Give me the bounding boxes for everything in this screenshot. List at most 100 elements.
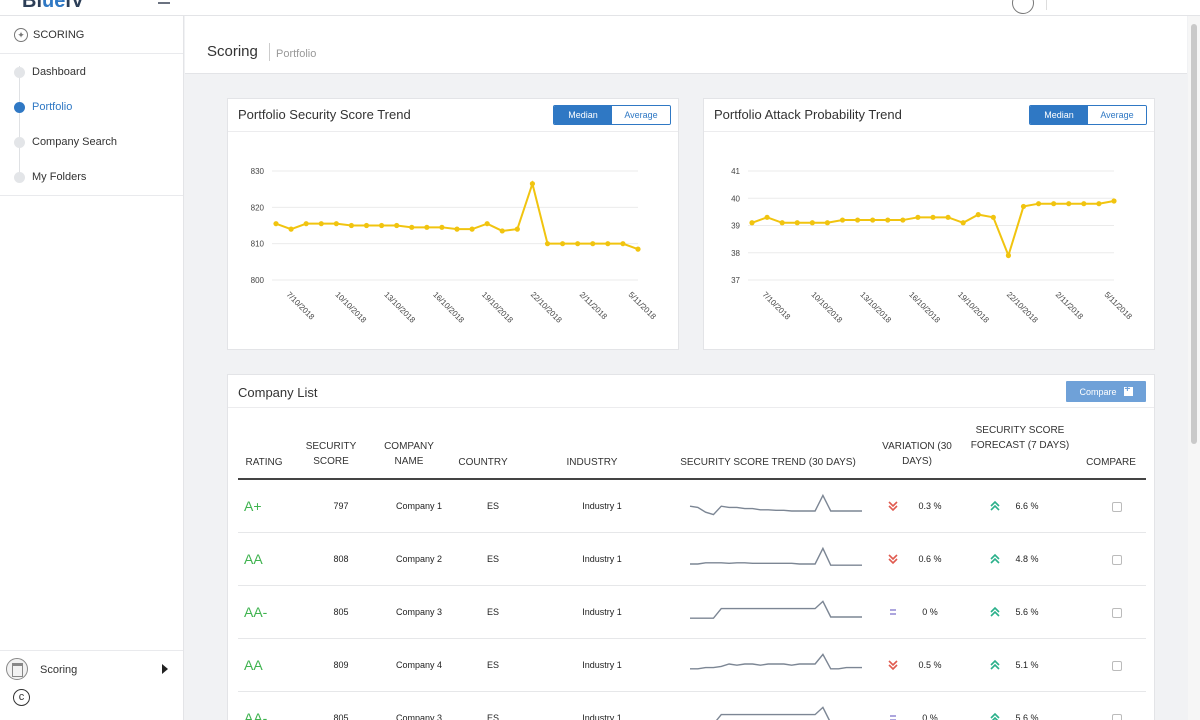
table-row[interactable]: AA 808 Company 2 ES Industry 1 0.6 % 4.8 % [238, 533, 1146, 586]
data-point[interactable] [575, 241, 581, 247]
trend-up-icon [988, 552, 1002, 566]
data-point[interactable] [484, 221, 490, 227]
data-point[interactable] [529, 181, 536, 187]
median-toggle-button[interactable]: Median [1030, 106, 1088, 124]
average-toggle-button[interactable]: Average [612, 106, 670, 124]
page-scrollbar[interactable] [1188, 16, 1200, 720]
data-point[interactable] [960, 220, 966, 226]
breadcrumb[interactable]: Portfolio [276, 48, 317, 60]
company-name-link[interactable]: Company 1 [395, 501, 443, 511]
data-point[interactable] [839, 217, 846, 223]
data-point[interactable] [885, 217, 891, 223]
data-point[interactable] [514, 226, 520, 232]
data-point[interactable] [900, 217, 906, 223]
logo[interactable]: BlueiV [22, 0, 85, 12]
sidebar-item-dashboard[interactable]: Dashboard [0, 62, 183, 82]
data-point[interactable] [1035, 201, 1042, 207]
sidebar-item-portfolio[interactable]: Portfolio [0, 97, 183, 117]
table-row[interactable]: AA- 805 Company 3 ES Industry 1 0 % 5.6 % [238, 692, 1146, 720]
data-point[interactable] [499, 228, 505, 234]
compare-button[interactable]: Compare [1066, 381, 1146, 402]
data-point[interactable] [779, 220, 785, 226]
data-point[interactable] [764, 214, 770, 220]
data-point[interactable] [469, 226, 475, 232]
compare-checkbox[interactable] [1112, 608, 1122, 618]
data-point[interactable] [318, 221, 324, 227]
sidebar-footer-scoring[interactable]: Scoring [0, 650, 183, 688]
compare-checkbox[interactable] [1112, 555, 1122, 565]
column-header-industry[interactable]: INDUSTRY [566, 457, 618, 468]
data-point[interactable] [559, 241, 566, 247]
caret-right-icon[interactable] [162, 664, 168, 674]
data-point[interactable] [854, 217, 861, 223]
table-row[interactable]: AA- 805 Company 3 ES Industry 1 0 % 5.6 % [238, 586, 1146, 639]
user-icon[interactable] [1012, 0, 1034, 14]
nav-dot-icon [14, 171, 25, 183]
sidebar-header: ✦ SCORING [0, 16, 183, 54]
compare-checkbox[interactable] [1112, 502, 1122, 512]
x-tick-label: 2/11/2018 [578, 290, 609, 321]
data-point[interactable] [1020, 203, 1027, 210]
data-point[interactable] [348, 222, 355, 229]
data-point[interactable] [303, 221, 309, 227]
column-header-security-score[interactable]: SECURITY SCORE [305, 441, 357, 467]
data-point[interactable] [749, 220, 755, 226]
data-point[interactable] [454, 226, 460, 232]
column-header-country[interactable]: COUNTRY [458, 457, 508, 468]
data-point[interactable] [620, 241, 626, 247]
data-point[interactable] [1051, 201, 1057, 207]
top-divider [1046, 0, 1047, 10]
table-row[interactable]: A+ 797 Company 1 ES Industry 1 0.3 % 6.6 % [238, 480, 1146, 533]
sidebar-item-my-folders[interactable]: My Folders [0, 167, 183, 187]
data-point[interactable] [439, 224, 445, 230]
data-point[interactable] [544, 241, 551, 247]
data-point[interactable] [1005, 252, 1012, 259]
data-point[interactable] [424, 224, 430, 230]
data-point[interactable] [975, 212, 981, 218]
average-toggle-button[interactable]: Average [1088, 106, 1146, 124]
column-header-compare[interactable]: COMPARE [1086, 457, 1136, 468]
data-point[interactable] [915, 214, 921, 220]
table-row[interactable]: AA 809 Company 4 ES Industry 1 0.5 % 5.1 % [238, 639, 1146, 692]
data-point[interactable] [870, 217, 876, 223]
scrollbar-thumb[interactable] [1191, 24, 1197, 444]
data-point[interactable] [824, 220, 831, 226]
data-point[interactable] [1066, 201, 1072, 207]
data-point[interactable] [809, 220, 815, 226]
data-point[interactable] [273, 221, 279, 227]
data-point[interactable] [409, 224, 415, 230]
company-name-link[interactable]: Company 2 [395, 554, 443, 564]
industry-value: Industry 1 [582, 501, 622, 511]
company-list-title: Company List [238, 385, 318, 400]
data-point[interactable] [1096, 201, 1102, 207]
sparkline [690, 546, 862, 566]
compare-checkbox[interactable] [1112, 661, 1122, 671]
company-name-link[interactable]: Company 4 [395, 660, 443, 670]
data-point[interactable] [288, 226, 294, 232]
data-point[interactable] [1111, 198, 1117, 204]
data-point[interactable] [363, 222, 370, 229]
data-point[interactable] [635, 246, 641, 252]
data-point[interactable] [990, 214, 996, 220]
data-point[interactable] [930, 214, 936, 220]
column-header-rating[interactable]: RATING [245, 457, 283, 468]
column-header-forecast[interactable]: SECURITY SCORE FORECAST (7 DAYS) [970, 425, 1070, 451]
data-point[interactable] [794, 220, 800, 226]
data-point[interactable] [333, 221, 339, 227]
data-point[interactable] [378, 222, 385, 229]
menu-icon[interactable] [158, 0, 170, 4]
data-point[interactable] [945, 214, 951, 220]
data-point[interactable] [605, 241, 611, 247]
column-header-variation[interactable]: VARIATION (30 DAYS) [882, 441, 952, 467]
sidebar-item-company-search[interactable]: Company Search [0, 132, 183, 152]
data-point[interactable] [394, 222, 400, 229]
data-point[interactable] [590, 241, 596, 247]
data-point[interactable] [1081, 201, 1087, 207]
rating-badge: AA [244, 551, 263, 567]
median-toggle-button[interactable]: Median [554, 106, 612, 124]
column-header-trend[interactable]: SECURITY SCORE TREND (30 DAYS) [680, 457, 856, 468]
company-name-link[interactable]: Company 3 [395, 607, 443, 617]
company-name-link[interactable]: Company 3 [395, 713, 443, 720]
compare-checkbox[interactable] [1112, 714, 1122, 720]
column-header-company-name[interactable]: COMPANY NAME [384, 441, 434, 467]
